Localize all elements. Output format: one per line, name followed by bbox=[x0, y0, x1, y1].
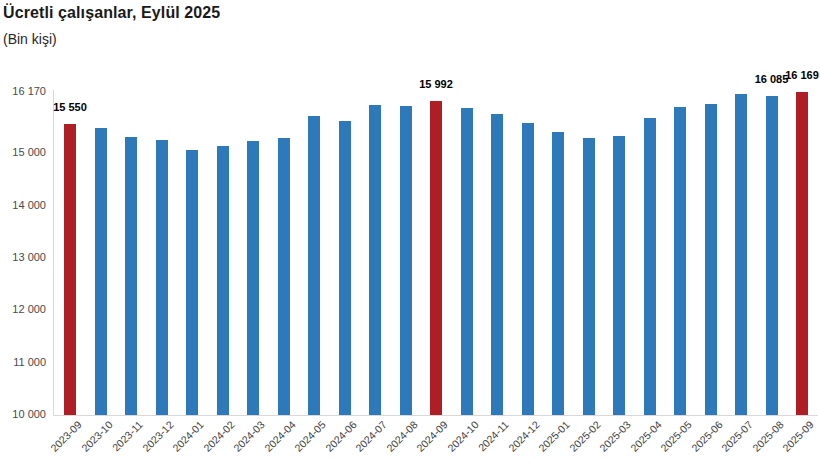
bar-2025-03 bbox=[613, 136, 625, 415]
x-tick-label: 2025-05 bbox=[659, 419, 694, 454]
y-tick-label: 14 000 bbox=[0, 199, 46, 212]
bar-2024-02 bbox=[217, 146, 229, 415]
bar-2024-03 bbox=[247, 141, 259, 415]
x-tick-label: 2024-12 bbox=[506, 419, 541, 454]
bar-value-label: 16 169 bbox=[785, 70, 819, 81]
bar-2023-12 bbox=[156, 140, 168, 415]
bar-2025-09 bbox=[796, 92, 808, 415]
y-tick-label: 12 000 bbox=[0, 303, 46, 316]
x-tick-label: 2024-01 bbox=[171, 419, 206, 454]
x-tick-label: 2025-06 bbox=[689, 419, 724, 454]
plot-area: 16 170 15 000 14 000 13 000 12 000 11 000 10 0… bbox=[0, 0, 820, 466]
bar-2024-11 bbox=[491, 114, 503, 415]
bar-2025-07 bbox=[735, 94, 747, 415]
bar-2023-09 bbox=[64, 124, 76, 415]
bar-2024-06 bbox=[339, 121, 351, 415]
bar-value-label: 15 992 bbox=[419, 79, 453, 90]
x-tick-label: 2024-11 bbox=[476, 419, 510, 453]
x-tick-label: 2023-11 bbox=[110, 419, 144, 453]
x-tick-label: 2024-08 bbox=[384, 419, 419, 454]
x-tick-label: 2025-08 bbox=[750, 419, 785, 454]
y-tick-label: 11 000 bbox=[0, 356, 46, 369]
x-tick-label: 2024-02 bbox=[201, 419, 236, 454]
bar-2024-01 bbox=[186, 150, 198, 415]
x-tick-label: 2025-03 bbox=[598, 419, 633, 454]
x-tick-label: 2024-03 bbox=[232, 419, 267, 454]
y-tick-label: 13 000 bbox=[0, 251, 46, 264]
x-tick-label: 2025-07 bbox=[720, 419, 755, 454]
bar-2025-01 bbox=[552, 132, 564, 415]
bar-2024-04 bbox=[278, 138, 290, 415]
bar-2023-10 bbox=[95, 128, 107, 415]
y-tick-label: 16 170 bbox=[0, 85, 46, 98]
bar-2024-09 bbox=[430, 101, 442, 415]
x-tick-label: 2024-06 bbox=[323, 419, 358, 454]
bar-2024-08 bbox=[400, 106, 412, 415]
y-tick-label: 15 000 bbox=[0, 146, 46, 159]
bar-2024-05 bbox=[308, 116, 320, 415]
x-tick-label: 2025-04 bbox=[628, 419, 663, 454]
chart-container: Ücretli çalışanlar, Eylül 2025 (Bin kişi… bbox=[0, 0, 820, 466]
bar-2025-02 bbox=[583, 138, 595, 415]
bar-value-label: 16 085 bbox=[755, 74, 789, 85]
bar-2025-08 bbox=[766, 96, 778, 415]
x-tick-label: 2024-05 bbox=[293, 419, 328, 454]
bar-2025-04 bbox=[644, 118, 656, 415]
x-tick-label: 2024-07 bbox=[354, 419, 389, 454]
x-tick-label: 2023-12 bbox=[140, 419, 175, 454]
x-tick-label: 2024-10 bbox=[445, 419, 480, 454]
x-tick-label: 2023-10 bbox=[79, 419, 114, 454]
bar-value-label: 15 550 bbox=[53, 102, 87, 113]
bar-2025-05 bbox=[674, 107, 686, 415]
x-tick-label: 2025-02 bbox=[567, 419, 602, 454]
x-tick-label: 2024-09 bbox=[415, 419, 450, 454]
x-tick-label: 2025-01 bbox=[537, 419, 572, 454]
x-tick-label: 2023-09 bbox=[49, 419, 84, 454]
bar-2024-07 bbox=[369, 105, 381, 415]
bar-2023-11 bbox=[125, 137, 137, 415]
y-axis-line bbox=[53, 90, 54, 416]
bar-2024-12 bbox=[522, 123, 534, 415]
bar-2024-10 bbox=[461, 108, 473, 415]
x-tick-label: 2025-09 bbox=[781, 419, 816, 454]
y-tick-label: 10 000 bbox=[0, 408, 46, 421]
x-tick-label: 2024-04 bbox=[262, 419, 297, 454]
bar-2025-06 bbox=[705, 104, 717, 415]
x-axis-line bbox=[53, 415, 818, 416]
